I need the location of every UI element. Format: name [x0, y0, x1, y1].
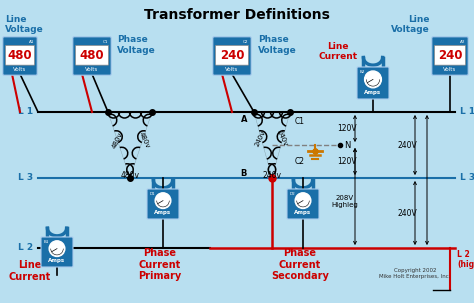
- Text: Amps: Amps: [365, 90, 382, 95]
- Text: Phase
Voltage: Phase Voltage: [117, 35, 156, 55]
- Text: B2: B2: [360, 70, 365, 74]
- FancyBboxPatch shape: [213, 37, 251, 75]
- FancyBboxPatch shape: [3, 37, 37, 75]
- Text: Line
Current: Line Current: [319, 42, 357, 62]
- Circle shape: [49, 241, 65, 256]
- Text: 480: 480: [80, 49, 104, 62]
- Text: D2: D2: [290, 192, 296, 196]
- FancyBboxPatch shape: [73, 37, 111, 75]
- Text: N: N: [344, 141, 350, 149]
- Text: L 1: L 1: [460, 108, 474, 116]
- Text: 240V: 240V: [397, 208, 417, 218]
- Text: 480v: 480v: [111, 131, 124, 149]
- Text: Volts: Volts: [443, 67, 456, 72]
- Text: Volts: Volts: [225, 67, 238, 72]
- Text: Copyright 2002
Mike Holt Enterprises, Inc.: Copyright 2002 Mike Holt Enterprises, In…: [379, 268, 451, 279]
- Text: Transformer Definitions: Transformer Definitions: [144, 8, 330, 22]
- Circle shape: [365, 71, 382, 88]
- FancyBboxPatch shape: [357, 67, 389, 99]
- Text: Phase
Voltage: Phase Voltage: [258, 35, 297, 55]
- Text: L 2
(highleg): L 2 (highleg): [457, 250, 474, 269]
- Text: 240v: 240v: [254, 129, 266, 147]
- FancyBboxPatch shape: [432, 37, 468, 75]
- Text: Line
Current: Line Current: [9, 260, 51, 281]
- Text: 240: 240: [438, 49, 462, 62]
- Text: C1: C1: [103, 40, 109, 44]
- Text: C1: C1: [295, 118, 305, 126]
- Text: 120V: 120V: [337, 157, 357, 166]
- Text: Line
Voltage: Line Voltage: [5, 15, 44, 35]
- Text: C2: C2: [243, 40, 248, 44]
- Text: L 3: L 3: [18, 174, 33, 182]
- Circle shape: [295, 193, 311, 208]
- Text: A1: A1: [29, 40, 35, 44]
- Text: 208V
Highleg: 208V Highleg: [332, 195, 358, 208]
- Text: 240V: 240V: [397, 141, 417, 149]
- FancyBboxPatch shape: [6, 45, 35, 65]
- Text: L 3: L 3: [460, 174, 474, 182]
- Text: 480: 480: [8, 49, 32, 62]
- Text: 120V: 120V: [337, 124, 357, 133]
- Text: A2: A2: [460, 40, 465, 44]
- FancyBboxPatch shape: [41, 237, 73, 267]
- Text: Amps: Amps: [294, 211, 311, 215]
- Text: B: B: [241, 168, 247, 178]
- FancyBboxPatch shape: [147, 189, 179, 219]
- FancyBboxPatch shape: [75, 45, 109, 65]
- Text: Phase
Current
Primary: Phase Current Primary: [138, 248, 182, 281]
- FancyBboxPatch shape: [216, 45, 248, 65]
- Text: 240: 240: [220, 49, 244, 62]
- Text: D1: D1: [150, 192, 155, 196]
- Text: Line
Voltage: Line Voltage: [391, 15, 430, 35]
- Text: B1: B1: [44, 240, 49, 244]
- Text: Phase
Current
Secondary: Phase Current Secondary: [271, 248, 329, 281]
- FancyBboxPatch shape: [435, 45, 465, 65]
- Text: Volts: Volts: [13, 67, 27, 72]
- Text: L 1: L 1: [18, 108, 33, 116]
- Text: A: A: [240, 115, 247, 125]
- Text: C2: C2: [295, 158, 305, 167]
- Text: 240v: 240v: [263, 171, 282, 179]
- Text: Amps: Amps: [155, 211, 172, 215]
- Text: 480v: 480v: [120, 171, 139, 179]
- Text: L 2: L 2: [18, 244, 33, 252]
- FancyBboxPatch shape: [287, 189, 319, 219]
- Text: 480v: 480v: [137, 131, 150, 149]
- Text: Volts: Volts: [85, 67, 99, 72]
- Text: 240v: 240v: [275, 129, 288, 147]
- Text: Amps: Amps: [48, 258, 65, 264]
- Circle shape: [155, 193, 171, 208]
